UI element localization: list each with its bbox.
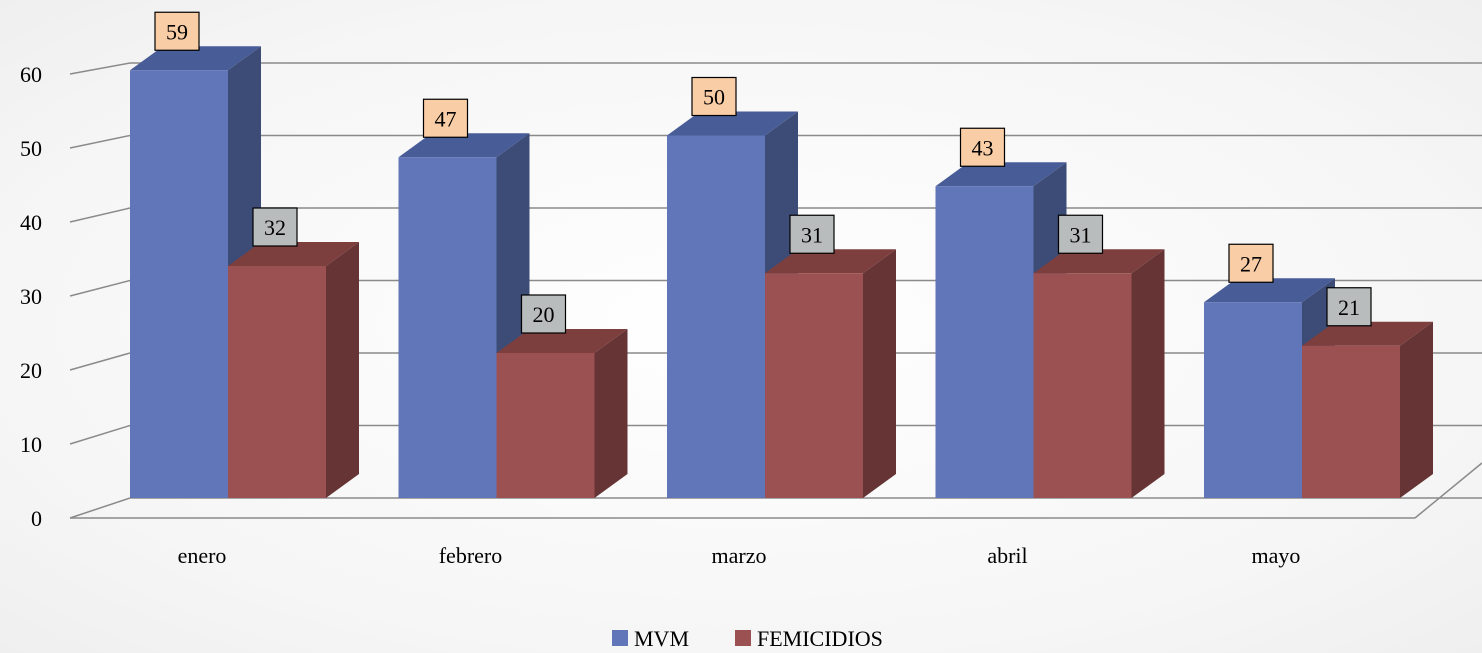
x-tick-label: febrero [439, 543, 503, 568]
legend-label-femicidios: FEMICIDIOS [757, 626, 883, 651]
data-label-box-femicidios-febrero [520, 294, 567, 334]
bar-top-mvm-marzo [667, 111, 798, 136]
data-label-box-mvm-febrero [422, 98, 469, 138]
bar-side-femicidios-enero [326, 242, 359, 498]
bar-femicidios-febrero [496, 353, 595, 498]
data-label-box-mvm-abril [959, 127, 1006, 167]
y-tick-label: 50 [20, 136, 42, 161]
side-gridline-50 [69, 134, 131, 149]
side-gridline-0 [69, 497, 131, 519]
y-tick-label: 40 [20, 210, 42, 235]
data-label-mvm-febrero: 47 [435, 106, 457, 131]
data-label-femicidios-febrero: 20 [533, 302, 555, 327]
side-gridline-20 [69, 352, 131, 371]
side-gridline-60 [69, 62, 131, 75]
floor-right-edge [1414, 462, 1482, 519]
data-label-mvm-marzo: 50 [703, 85, 725, 110]
side-gridline-10 [69, 424, 131, 445]
legend-label-mvm: MVM [634, 626, 689, 651]
bar-side-femicidios-febrero [594, 329, 628, 498]
x-tick-label: mayo [1252, 543, 1301, 568]
side-gridline-40 [69, 207, 131, 223]
data-label-box-femicidios-abril [1057, 214, 1104, 254]
data-label-box-mvm-marzo [691, 76, 737, 117]
data-label-femicidios-marzo: 31 [801, 222, 823, 247]
bar-top-mvm-mayo [1204, 278, 1335, 303]
bar-mvm-febrero [398, 157, 497, 498]
bar-mvm-mayo [1204, 302, 1302, 498]
bar-femicidios-enero [228, 266, 326, 498]
bar-top-mvm-febrero [398, 133, 530, 158]
y-tick-label: 30 [20, 284, 42, 309]
x-tick-label: enero [178, 543, 227, 568]
bar-femicidios-marzo [765, 273, 863, 498]
data-label-box-mvm-mayo [1228, 243, 1274, 283]
bar-side-femicidios-abril [1131, 249, 1165, 498]
bar-top-femicidios-mayo [1302, 321, 1433, 346]
legend: MVM FEMICIDIOS [612, 626, 883, 651]
data-label-mvm-abril: 43 [972, 135, 994, 160]
bar-top-femicidios-abril [1033, 249, 1165, 274]
x-tick-label: abril [987, 543, 1027, 568]
bar-top-femicidios-marzo [765, 249, 896, 274]
legend-swatch-femicidios [735, 630, 751, 646]
bar-mvm-marzo [667, 135, 765, 498]
side-gridline-30 [69, 279, 131, 297]
bar-top-femicidios-enero [228, 242, 359, 266]
data-label-box-femicidios-enero [252, 207, 298, 247]
bar-side-femicidios-mayo [1400, 321, 1433, 498]
bar-side-femicidios-marzo [863, 249, 896, 498]
data-label-femicidios-abril: 31 [1070, 222, 1092, 247]
bar-femicidios-abril [1033, 273, 1132, 498]
data-label-femicidios-mayo: 21 [1338, 295, 1360, 320]
y-tick-label: 60 [20, 62, 42, 87]
data-label-mvm-enero: 59 [166, 19, 188, 44]
data-label-box-mvm-enero [154, 11, 200, 51]
x-tick-label: marzo [712, 543, 767, 568]
data-label-mvm-mayo: 27 [1240, 251, 1262, 276]
y-tick-label: 20 [20, 358, 42, 383]
data-label-femicidios-enero: 32 [264, 215, 286, 240]
y-axis-ticks: 0 10 20 30 40 50 60 [20, 62, 42, 531]
legend-swatch-mvm [612, 630, 628, 646]
data-label-box-femicidios-marzo [789, 214, 835, 254]
data-labels-layer: 59 32 47 20 50 31 43 31 27 21 [154, 11, 1372, 334]
bar-mvm-abril [935, 186, 1034, 498]
bar-top-mvm-abril [935, 162, 1067, 187]
data-label-box-femicidios-mayo [1326, 287, 1372, 327]
x-axis-categories: enero febrero marzo abril mayo [178, 543, 1301, 568]
y-tick-label: 0 [31, 506, 42, 531]
bar-femicidios-mayo [1302, 345, 1400, 498]
bar-top-mvm-enero [130, 46, 261, 71]
bar-top-femicidios-febrero [496, 329, 628, 353]
y-tick-label: 10 [20, 432, 42, 457]
bar-mvm-enero [130, 70, 228, 498]
bars-layer [130, 46, 1433, 498]
